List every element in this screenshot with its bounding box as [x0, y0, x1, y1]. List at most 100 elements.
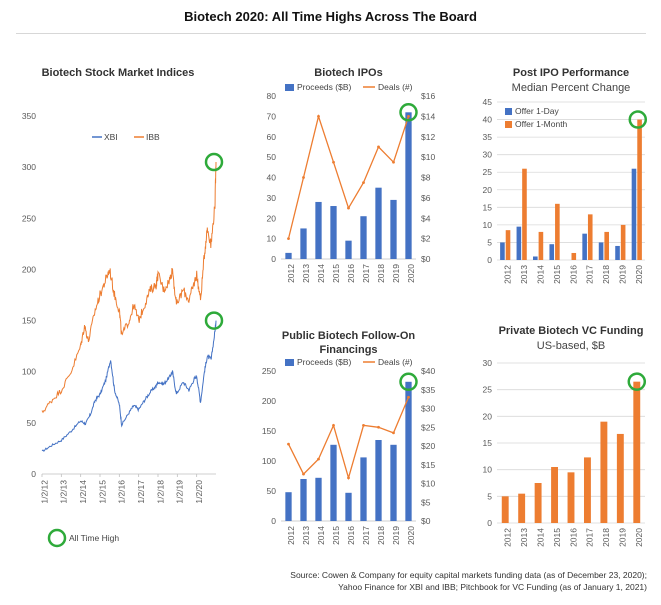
indices-x-tick-label: 1/2/13 [59, 480, 69, 504]
indices-x-tick-label: 1/2/19 [175, 480, 185, 504]
followon-y2-tick-label: $10 [421, 479, 435, 489]
postipo-bar-offer-1month [571, 252, 577, 260]
followon-y-tick-label: 100 [262, 456, 276, 466]
ipos-bar-proceeds [300, 228, 307, 259]
ath-circle-ibb [204, 152, 224, 172]
vc-title: Private Biotech VC Funding [499, 325, 644, 337]
followon-y-tick-label: 250 [262, 366, 276, 376]
ipos-y-tick-label: 80 [267, 91, 277, 101]
postipo-y-tick-label: 35 [483, 132, 493, 142]
indices-title: Biotech Stock Market Indices [42, 67, 195, 79]
followon-y2-tick-label: $40 [421, 366, 435, 376]
vc-bar [567, 472, 575, 523]
title-divider [16, 33, 646, 34]
followon-y2-tick-label: $5 [421, 497, 431, 507]
followon-deals-point [407, 395, 410, 399]
ipos-x-tick-label: 2012 [286, 264, 296, 283]
postipo-bar-offer-1day [598, 242, 604, 260]
vc-y-tick-label: 20 [483, 411, 493, 421]
postipo-bar-offer-1month [522, 168, 527, 260]
vc-x-tick-label: 2013 [519, 528, 529, 547]
ipos-title: Biotech IPOs [314, 67, 382, 79]
followon-deals-point [287, 442, 290, 446]
followon-bar-proceeds [375, 440, 382, 521]
followon-x-tick-label: 2015 [331, 526, 341, 545]
source-line-1: Source: Cowen & Company for equity capit… [290, 570, 647, 580]
followon-y-tick-label: 150 [262, 426, 276, 436]
ipos-x-tick-label: 2016 [346, 264, 356, 283]
indices-y-tick-label: 150 [22, 316, 36, 326]
ipos-y-tick-label: 20 [267, 213, 277, 223]
followon-title-line1: Public Biotech Follow-On [282, 330, 416, 342]
followon-deals-point [302, 472, 305, 476]
ipos-deals-point [377, 145, 380, 149]
ipos-bar-proceeds [390, 199, 397, 259]
postipo-x-tick-label: 2013 [519, 265, 529, 284]
postipo-y-tick-label: 25 [483, 167, 493, 177]
followon-deals-point [392, 431, 395, 435]
followon-deals-point [317, 457, 320, 461]
ipos-legend-swatch-proceeds [285, 84, 294, 91]
indices-series-xbi-line [41, 320, 217, 453]
ipos-x-tick-label: 2014 [316, 264, 326, 283]
ipos-y2-tick-label: $0 [421, 254, 431, 264]
main-title: Biotech 2020: All Time Highs Across The … [184, 9, 477, 24]
followon-legend-label-deals: Deals (#) [378, 357, 413, 367]
followon-bar-proceeds [345, 492, 352, 521]
ath-legend-label: All Time High [69, 533, 119, 543]
indices-y-tick-label: 50 [27, 418, 37, 428]
followon-legend-swatch-proceeds [285, 359, 294, 366]
ipos-y2-tick-label: $14 [421, 111, 435, 121]
followon-y-tick-label: 200 [262, 396, 276, 406]
followon-y-tick-label: 0 [271, 516, 276, 526]
postipo-x-tick-label: 2012 [502, 265, 512, 284]
ipos-y-tick-label: 60 [267, 132, 277, 142]
indices-series-ibb-line [41, 161, 217, 414]
indices-x-tick-label: 1/2/18 [155, 480, 165, 504]
postipo-y-tick-label: 10 [483, 220, 493, 230]
followon-title-line2: Financings [319, 344, 377, 356]
ipos-deals-point [302, 176, 305, 179]
indices-x-tick-label: 1/2/16 [117, 480, 127, 504]
ipos-x-tick-label: 2019 [391, 264, 401, 283]
ipos-y2-tick-label: $6 [421, 193, 431, 203]
indices-y-tick-label: 0 [31, 469, 36, 479]
followon-x-tick-label: 2020 [406, 526, 416, 545]
ipos-bar-proceeds [375, 187, 382, 259]
ipos-x-tick-label: 2013 [301, 264, 311, 283]
vc-y-tick-label: 0 [487, 518, 492, 528]
postipo-legend-label: Offer 1-Month [515, 119, 568, 129]
followon-x-tick-label: 2016 [346, 526, 356, 545]
ath-legend-circle [47, 528, 67, 548]
ipos-deals-point [407, 114, 410, 118]
vc-bar [583, 457, 591, 523]
vc-bar [600, 421, 608, 523]
vc-x-tick-label: 2015 [552, 528, 562, 547]
ipos-deals-point [287, 237, 290, 241]
vc-x-tick-label: 2012 [502, 528, 512, 547]
indices-y-tick-label: 300 [22, 162, 36, 172]
postipo-bar-offer-1day [533, 256, 538, 260]
ipos-bar-proceeds [405, 112, 412, 259]
postipo-bar-offer-1day [582, 233, 587, 260]
followon-x-tick-label: 2019 [391, 526, 401, 545]
postipo-x-tick-label: 2014 [535, 265, 545, 284]
ipos-y-tick-label: 30 [267, 193, 277, 203]
ipos-y-tick-label: 10 [267, 234, 277, 244]
vc-bar [518, 493, 526, 523]
vc-x-tick-label: 2014 [535, 528, 545, 547]
ipos-bar-proceeds [330, 206, 337, 259]
postipo-bar-offer-1day [549, 244, 555, 260]
followon-deals-point [377, 425, 380, 429]
followon-x-tick-label: 2012 [286, 526, 296, 545]
ipos-y-tick-label: 40 [267, 173, 277, 183]
postipo-bar-offer-1month [505, 230, 511, 260]
postipo-y-tick-label: 30 [483, 150, 493, 160]
ipos-bar-proceeds [315, 201, 322, 259]
indices-y-tick-label: 250 [22, 213, 36, 223]
followon-deals-point [332, 423, 335, 427]
source-note: Source: Cowen & Company for equity capit… [227, 569, 647, 593]
postipo-bar-offer-1day [631, 168, 637, 260]
followon-bar-proceeds [360, 457, 367, 521]
